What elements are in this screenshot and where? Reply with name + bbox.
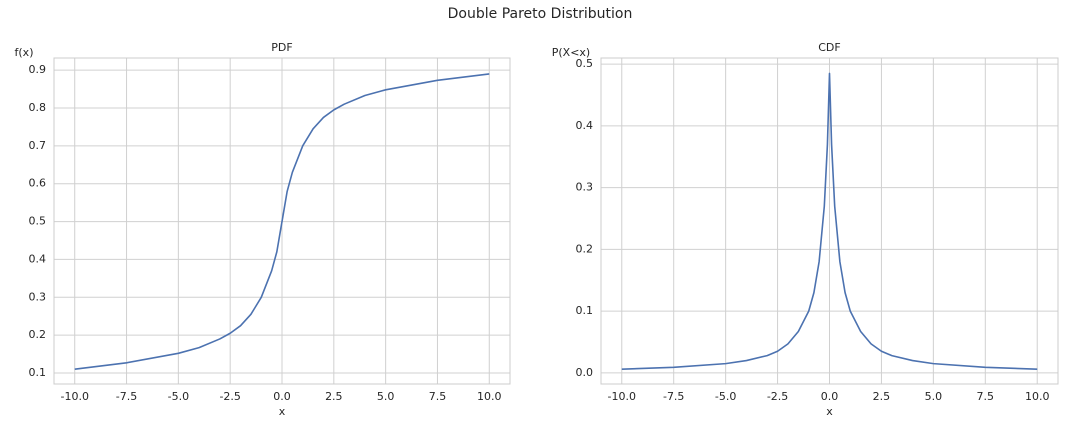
y-tick-label: 0.4: [29, 252, 47, 265]
y-tick-label: 0.3: [29, 290, 47, 303]
y-tick-label: 0.2: [29, 328, 47, 341]
x-tick-label: 10.0: [1025, 390, 1050, 403]
x-tick-label: 7.5: [429, 390, 447, 403]
x-tick-label: 5.0: [925, 390, 943, 403]
x-tick-label: -2.5: [219, 390, 240, 403]
x-axis-label: x: [279, 405, 286, 418]
x-tick-label: 2.5: [873, 390, 891, 403]
x-tick-label: -7.5: [663, 390, 684, 403]
y-tick-label: 0.8: [29, 101, 47, 114]
subplot-title: CDF: [818, 41, 840, 54]
y-tick-label: 0.0: [576, 366, 594, 379]
x-tick-label: -7.5: [116, 390, 137, 403]
x-tick-label: -10.0: [60, 390, 88, 403]
x-tick-label: -5.0: [168, 390, 189, 403]
x-axis-label: x: [826, 405, 833, 418]
y-tick-label: 0.6: [29, 177, 47, 190]
x-tick-label: -10.0: [608, 390, 636, 403]
line-series: [621, 72, 1038, 370]
x-tick-label: 0.0: [273, 390, 291, 403]
subplot-title: PDF: [271, 41, 292, 54]
y-axis-label: f(x): [15, 46, 34, 59]
x-tick-label: -5.0: [715, 390, 736, 403]
y-tick-label: 0.5: [576, 57, 594, 70]
x-tick-label: 5.0: [377, 390, 395, 403]
y-axis-label: P(X<x): [552, 46, 590, 59]
x-tick-label: 7.5: [977, 390, 995, 403]
y-tick-label: 0.7: [29, 139, 47, 152]
x-tick-label: -2.5: [767, 390, 788, 403]
axes-frame: [53, 57, 511, 385]
y-tick-label: 0.4: [576, 119, 594, 132]
x-tick-label: 0.0: [821, 390, 839, 403]
y-tick-label: 0.3: [576, 181, 594, 194]
y-tick-label: 0.2: [576, 242, 594, 255]
x-tick-label: 2.5: [325, 390, 343, 403]
line-series: [74, 73, 490, 371]
y-tick-label: 0.9: [29, 63, 47, 76]
y-tick-label: 0.5: [29, 215, 47, 228]
y-tick-label: 0.1: [576, 304, 594, 317]
x-tick-label: 10.0: [477, 390, 502, 403]
axes-frame: [600, 57, 1059, 385]
y-tick-label: 0.1: [29, 366, 47, 379]
figure-title: Double Pareto Distribution: [448, 6, 633, 22]
